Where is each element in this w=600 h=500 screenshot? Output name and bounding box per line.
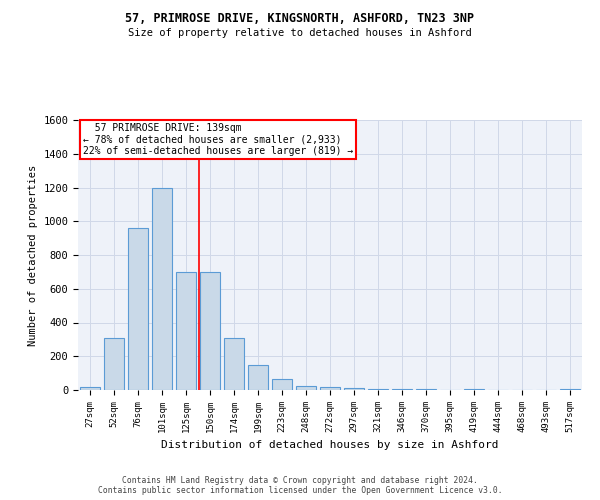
Bar [152,188,172,390]
Bar [80,386,100,390]
Bar [104,338,124,390]
Bar [560,389,580,390]
Bar [368,389,388,390]
Bar [128,228,148,390]
Bar [464,389,484,390]
Bar [200,272,220,390]
Bar [320,388,340,390]
Bar [272,379,292,390]
Y-axis label: Number of detached properties: Number of detached properties [28,164,38,346]
Bar [344,388,364,390]
Text: Contains HM Land Registry data © Crown copyright and database right 2024.
Contai: Contains HM Land Registry data © Crown c… [98,476,502,495]
Text: 57 PRIMROSE DRIVE: 139sqm  
← 78% of detached houses are smaller (2,933)
22% of : 57 PRIMROSE DRIVE: 139sqm ← 78% of detac… [83,122,353,156]
Bar [296,386,316,390]
Bar [176,272,196,390]
Text: 57, PRIMROSE DRIVE, KINGSNORTH, ASHFORD, TN23 3NP: 57, PRIMROSE DRIVE, KINGSNORTH, ASHFORD,… [125,12,475,26]
Bar [224,338,244,390]
Bar [416,389,436,390]
Text: Size of property relative to detached houses in Ashford: Size of property relative to detached ho… [128,28,472,38]
Bar [392,389,412,390]
X-axis label: Distribution of detached houses by size in Ashford: Distribution of detached houses by size … [161,440,499,450]
Bar [248,364,268,390]
